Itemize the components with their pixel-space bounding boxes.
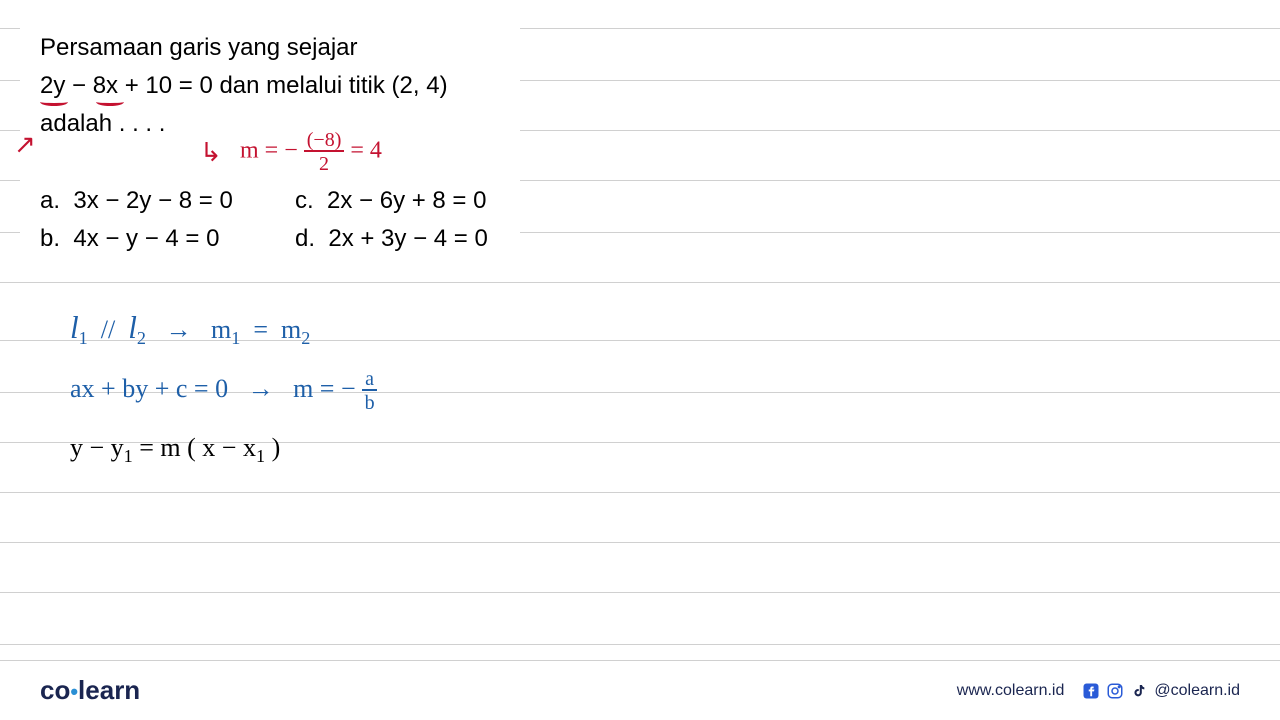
question-block: Persamaan garis yang sejajar 2y − 8x + 1…: [40, 30, 520, 144]
logo-part-b: learn: [78, 675, 140, 705]
option-a-text: 3x − 2y − 8 = 0: [73, 187, 232, 214]
slope-calc-den: 2: [304, 152, 345, 174]
option-a: a. 3x − 2y − 8 = 0: [40, 182, 255, 220]
logo: co•learn: [40, 675, 140, 706]
ruled-line: [0, 542, 1280, 543]
slope-calc: m = − (−8) 2 = 4: [240, 130, 382, 174]
red-underline-mark: [96, 98, 124, 106]
option-d-text: 2x + 3y − 4 = 0: [328, 225, 487, 252]
question-line-1: Persamaan garis yang sejajar: [40, 30, 520, 66]
ruled-line: [0, 492, 1280, 493]
arrow-icon: ↗: [14, 130, 36, 160]
parallel-rule: l1 // l2 → m1 = m2: [70, 310, 377, 349]
tiktok-icon: [1130, 682, 1148, 700]
option-d: d. 2x + 3y − 4 = 0: [295, 220, 510, 258]
option-c-text: 2x − 6y + 8 = 0: [327, 187, 486, 214]
facebook-icon: [1082, 682, 1100, 700]
footer: co•learn www.colearn.id @colearn.id: [0, 660, 1280, 720]
social-icons: @colearn.id: [1082, 682, 1240, 700]
slope-calc-prefix: m = −: [240, 138, 298, 164]
logo-dot-icon: •: [70, 679, 78, 704]
red-underline-mark: [40, 98, 68, 106]
footer-right: www.colearn.id @colearn.id: [957, 682, 1240, 700]
slope-frac-den: b: [362, 391, 377, 413]
slope-calc-num: (−8): [304, 130, 345, 152]
options-block: a. 3x − 2y − 8 = 0 c. 2x − 6y + 8 = 0 b.…: [40, 182, 510, 259]
slope-calc-eq: = 4: [350, 138, 382, 164]
logo-part-a: co: [40, 675, 70, 705]
instagram-icon: [1106, 682, 1124, 700]
elbow-arrow-icon: ↳: [200, 138, 222, 168]
option-c: c. 2x − 6y + 8 = 0: [295, 182, 510, 220]
footer-handle: @colearn.id: [1154, 682, 1240, 700]
slope-formula-right: m = −: [293, 374, 356, 403]
ruled-line: [0, 282, 1280, 283]
ruled-line: [0, 592, 1280, 593]
slope-formula-arrow: →: [248, 374, 274, 403]
option-b: b. 4x − y − 4 = 0: [40, 220, 255, 258]
slope-formula-left: ax + by + c = 0: [70, 374, 228, 403]
ruled-line: [0, 644, 1280, 645]
work-area: l1 // l2 → m1 = m2 ax + by + c = 0 → m =…: [70, 310, 377, 487]
option-b-text: 4x − y − 4 = 0: [73, 225, 219, 252]
page-content: Persamaan garis yang sejajar 2y − 8x + 1…: [0, 0, 1280, 720]
point-slope-form: y − y1 = m ( x − x1 ): [70, 433, 377, 467]
slope-formula: ax + by + c = 0 → m = − a b: [70, 369, 377, 413]
footer-url: www.colearn.id: [957, 682, 1065, 700]
slope-frac-num: a: [362, 369, 377, 391]
